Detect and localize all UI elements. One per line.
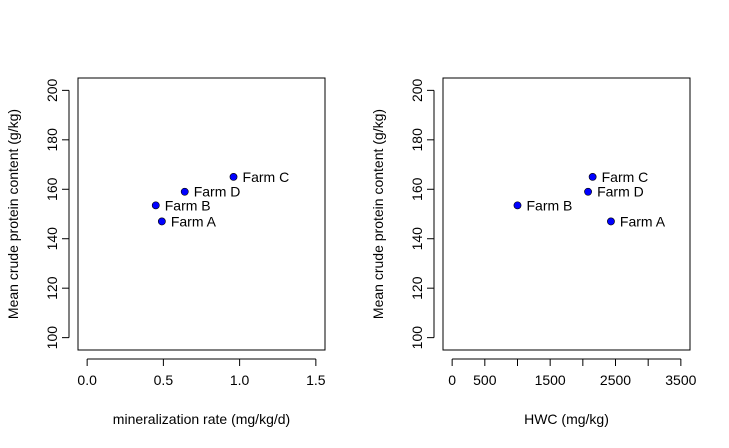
data-point bbox=[513, 201, 522, 210]
y-tick-label: 200 bbox=[44, 78, 60, 102]
x-axis-title: HWC (mg/kg) bbox=[524, 411, 609, 427]
x-tick-label: 3500 bbox=[665, 372, 696, 388]
point-label: Farm C bbox=[243, 169, 290, 185]
plot-panel-2: 0 500 1500 2500 3500 100 120 140 160 180 200 HWC (m… bbox=[370, 77, 697, 427]
data-point bbox=[157, 217, 166, 226]
x-tick-label: 1.5 bbox=[306, 372, 326, 388]
plot-panel-1: 0.0 0.5 1.0 1.5 100 120 140 160 180 200 mineraliza… bbox=[5, 77, 326, 427]
y-axis-title: Mean crude protein content (g/kg) bbox=[370, 109, 386, 319]
x-tick-label: 0 bbox=[448, 372, 456, 388]
data-point bbox=[229, 173, 238, 181]
data-point bbox=[588, 173, 597, 181]
point-label: Farm A bbox=[171, 213, 217, 229]
y-tick-label: 100 bbox=[409, 326, 425, 350]
y-tick-label: 180 bbox=[409, 128, 425, 152]
point-label: Farm A bbox=[620, 213, 666, 229]
point-label: Farm B bbox=[526, 197, 572, 213]
x-tick-label: 0.5 bbox=[154, 372, 174, 388]
data-point bbox=[607, 217, 615, 226]
point-label: Farm C bbox=[602, 169, 649, 185]
y-tick-label: 140 bbox=[409, 227, 425, 251]
y-axis-title: Mean crude protein content (g/kg) bbox=[5, 109, 21, 319]
point-label: Farm D bbox=[194, 184, 241, 200]
y-tick-label: 140 bbox=[44, 227, 60, 251]
x-axis-title: mineralization rate (mg/kg/d) bbox=[113, 411, 290, 427]
point-label: Farm B bbox=[165, 197, 211, 213]
x-tick-label: 0.0 bbox=[77, 372, 97, 388]
y-tick-label: 180 bbox=[44, 128, 60, 152]
y-tick-label: 120 bbox=[409, 276, 425, 300]
plot-frame bbox=[77, 77, 326, 351]
x-tick-label: 1500 bbox=[535, 372, 566, 388]
y-tick-label: 200 bbox=[409, 78, 425, 102]
plot-frame bbox=[442, 77, 691, 351]
data-point bbox=[180, 187, 189, 196]
y-tick-label: 120 bbox=[44, 276, 60, 300]
data-point bbox=[584, 187, 592, 196]
x-tick-label: 2500 bbox=[600, 372, 631, 388]
x-tick-label: 1.0 bbox=[230, 372, 250, 388]
y-tick-label: 100 bbox=[44, 326, 60, 350]
y-tick-label: 160 bbox=[409, 177, 425, 201]
x-tick-label: 500 bbox=[473, 372, 497, 388]
data-point bbox=[151, 201, 160, 210]
y-tick-label: 160 bbox=[44, 177, 60, 201]
point-label: Farm D bbox=[597, 184, 644, 200]
